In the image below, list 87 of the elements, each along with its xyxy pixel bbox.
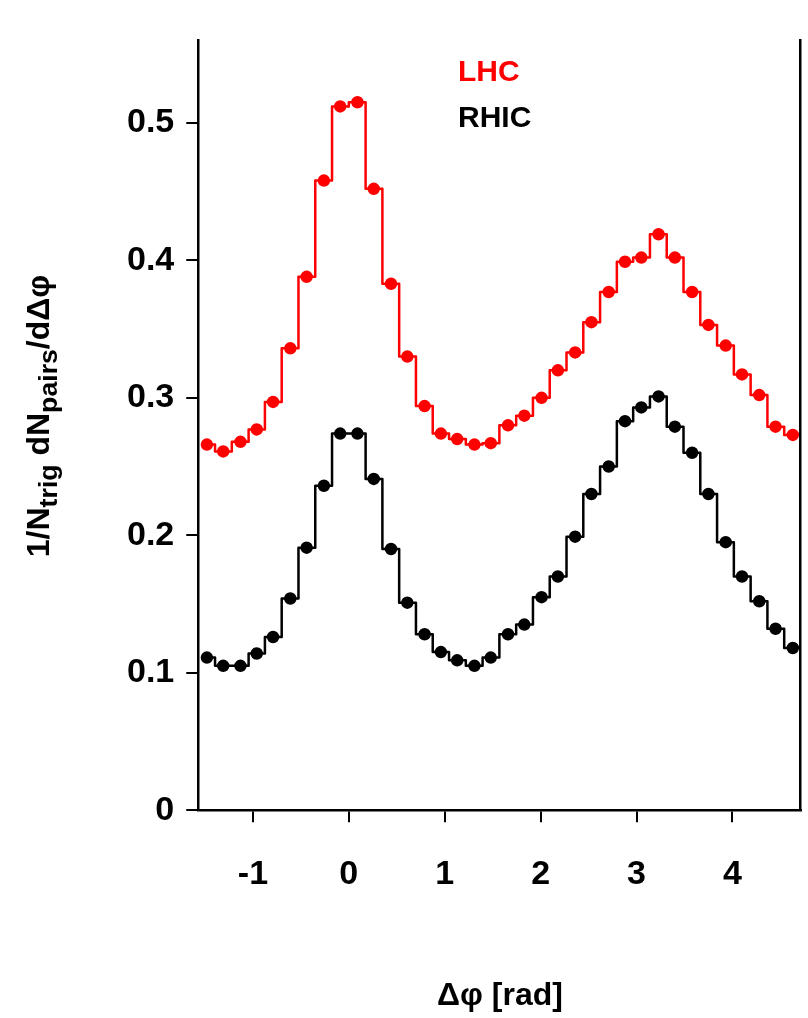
point	[786, 641, 800, 655]
point	[585, 315, 598, 329]
point	[300, 541, 313, 554]
point	[384, 542, 398, 556]
y-tick-label: 0.2	[127, 513, 175, 552]
y-tick-label: 0.3	[127, 376, 175, 415]
y-tick-label: 0.1	[127, 651, 175, 690]
point	[351, 96, 364, 109]
point	[518, 618, 531, 631]
y-tick-label: 0.5	[127, 101, 175, 140]
point	[652, 390, 665, 403]
x-tick-label: 1	[435, 852, 455, 891]
point	[484, 436, 497, 450]
point	[284, 592, 297, 605]
point	[250, 647, 264, 660]
point	[518, 409, 531, 422]
point	[568, 346, 582, 359]
point	[551, 570, 565, 583]
point	[234, 435, 247, 449]
point	[668, 251, 682, 264]
point	[216, 445, 230, 458]
point	[450, 432, 464, 446]
point	[367, 472, 381, 486]
point	[501, 419, 515, 432]
text: LHC	[458, 53, 521, 89]
point	[719, 339, 732, 352]
x-tick-label: 2	[531, 852, 551, 891]
point	[585, 487, 598, 501]
point	[367, 182, 381, 196]
point	[535, 590, 548, 604]
point	[568, 530, 582, 543]
point	[200, 438, 214, 451]
point	[753, 388, 766, 402]
point	[602, 460, 615, 473]
point	[501, 628, 515, 641]
point	[351, 427, 364, 440]
point	[769, 420, 782, 433]
point	[551, 364, 565, 377]
point	[618, 255, 632, 268]
point	[685, 285, 699, 299]
point	[266, 395, 280, 409]
point	[535, 391, 548, 405]
point	[702, 487, 715, 501]
point	[635, 401, 648, 414]
point	[702, 318, 715, 332]
text: RHIC	[458, 99, 532, 135]
point	[418, 628, 431, 641]
point	[266, 630, 280, 644]
point	[284, 342, 297, 355]
point	[234, 659, 247, 673]
y-tick-label: 0.4	[127, 238, 175, 277]
point	[401, 596, 414, 609]
point	[719, 535, 732, 549]
y-tick-label: 0	[155, 788, 175, 827]
point	[602, 285, 615, 299]
point	[317, 174, 331, 187]
x-tick-label: -1	[237, 852, 269, 891]
point	[484, 651, 497, 664]
point	[333, 427, 347, 440]
x-tick-label: 3	[627, 852, 646, 891]
point	[652, 227, 665, 241]
point	[753, 595, 766, 608]
point	[735, 570, 749, 583]
point	[384, 277, 398, 290]
point	[685, 446, 699, 460]
x-axis-title: Δφ [rad]	[437, 976, 563, 1013]
point	[786, 428, 800, 442]
point	[450, 654, 464, 667]
point	[468, 438, 481, 451]
point	[468, 659, 481, 673]
x-tick-label: 0	[339, 852, 359, 891]
point	[735, 368, 749, 381]
point	[200, 651, 214, 664]
point	[401, 350, 414, 363]
point	[300, 270, 313, 284]
point	[618, 414, 632, 428]
point	[434, 645, 448, 659]
point	[250, 423, 264, 436]
point	[333, 100, 347, 113]
point	[317, 479, 331, 493]
x-tick-label: 4	[722, 852, 742, 891]
point	[418, 399, 431, 413]
point	[434, 427, 448, 440]
point	[635, 251, 648, 264]
point	[769, 622, 782, 635]
point	[216, 659, 230, 673]
point	[668, 420, 682, 433]
